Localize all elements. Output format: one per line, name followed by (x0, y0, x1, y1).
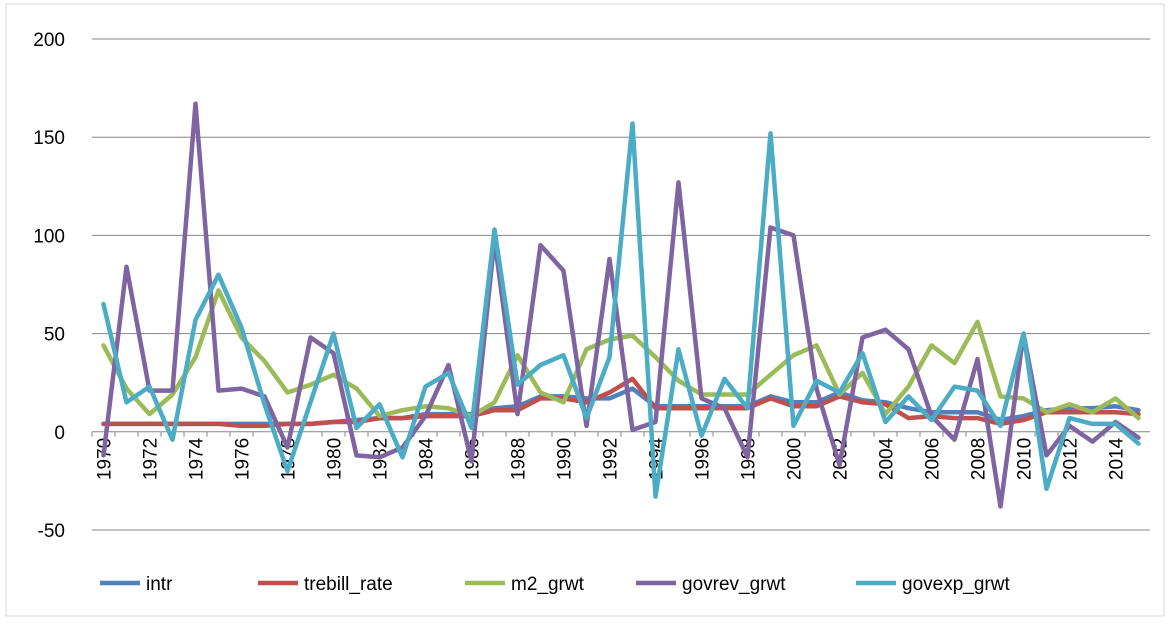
x-tick-label: 1990 (555, 438, 576, 480)
x-tick-label: 2012 (1061, 438, 1082, 480)
x-tick-label: 1992 (601, 438, 622, 480)
y-tick-label: 150 (33, 128, 65, 149)
x-tick-label: 1984 (417, 437, 438, 480)
x-tick-label: 1974 (187, 437, 208, 480)
x-tick-label: 2000 (785, 438, 806, 480)
x-tick-label: 2006 (923, 438, 944, 480)
x-tick-label: 1970 (95, 438, 116, 480)
x-tick-label: 1972 (141, 438, 162, 480)
legend-label: govexp_grwt (902, 574, 1010, 595)
y-tick-label: -50 (38, 521, 65, 542)
y-tick-label: 50 (44, 325, 65, 346)
series-line (101, 101, 1141, 509)
x-tick-label: 2008 (969, 438, 990, 480)
x-tick-label: 2004 (877, 437, 898, 480)
y-tick-label: 200 (33, 30, 65, 51)
x-tick-label: 1980 (325, 438, 346, 480)
legend-label: m2_grwt (511, 574, 585, 595)
x-tick-label: 1976 (233, 438, 254, 480)
x-tick-label: 2010 (1015, 438, 1036, 480)
y-tick-label: 100 (33, 226, 65, 247)
legend-label: intr (146, 574, 173, 595)
legend-label: trebill_rate (304, 574, 393, 595)
series-line (101, 121, 1141, 499)
x-tick-label: 2014 (1107, 437, 1128, 480)
x-tick-label: 1988 (509, 438, 530, 480)
legend-label: govrev_grwt (682, 574, 786, 595)
y-tick-label: 0 (54, 423, 65, 444)
x-tick-label: 1996 (693, 438, 714, 480)
